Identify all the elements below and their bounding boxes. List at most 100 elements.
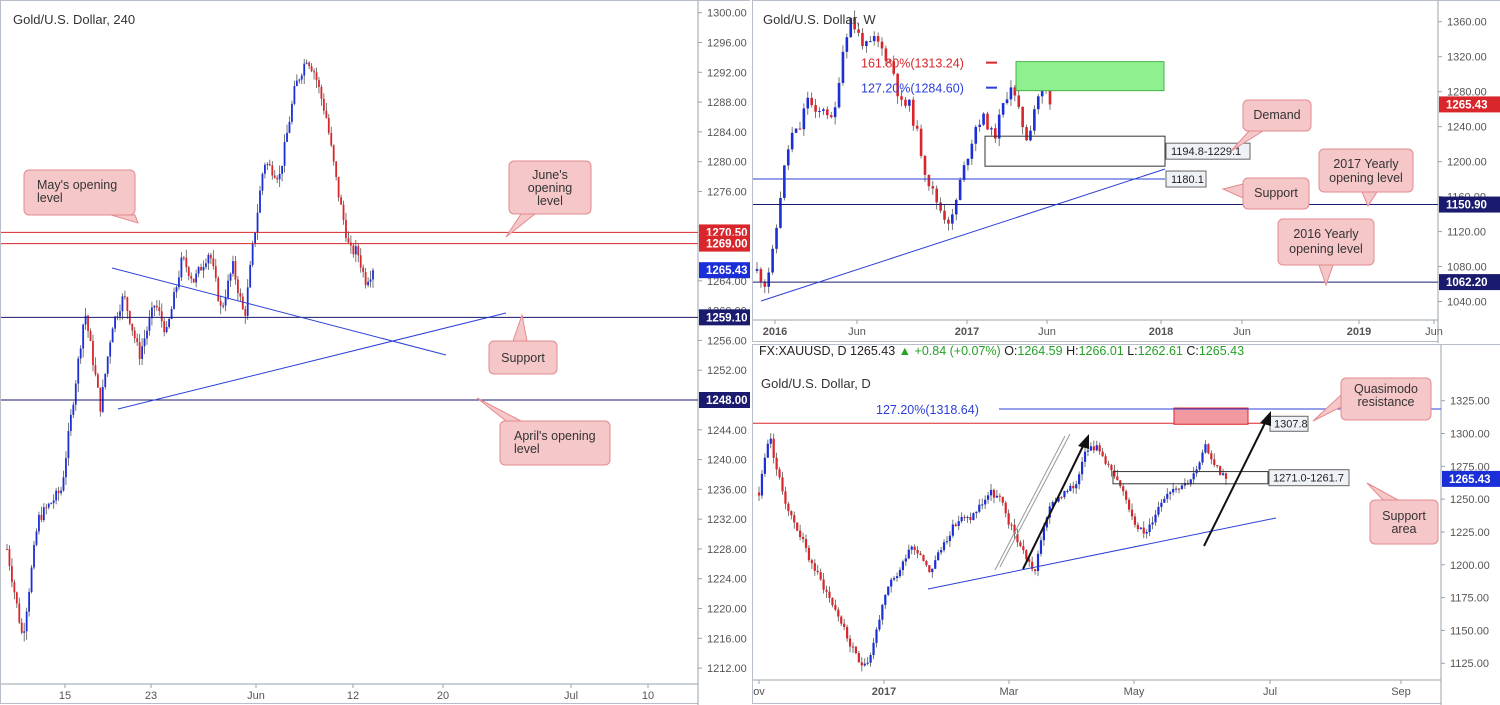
candle-body xyxy=(806,97,810,109)
y-tick-label: 1288.00 xyxy=(707,97,747,109)
candle-body xyxy=(978,124,981,127)
candle-body xyxy=(954,199,958,215)
y-tick-label: 1232.00 xyxy=(707,514,747,526)
candle-body xyxy=(837,609,840,617)
candle-body xyxy=(947,219,950,224)
candle-body xyxy=(857,29,860,33)
candle-body xyxy=(828,591,831,598)
candle-body xyxy=(82,324,85,349)
candle-body xyxy=(829,115,833,118)
candle-body xyxy=(1060,496,1063,498)
low-value: 1262.61 xyxy=(1137,344,1183,358)
candle-body xyxy=(308,62,311,67)
candle-body xyxy=(948,535,952,542)
y-tick-label: 1240.00 xyxy=(707,455,747,467)
candle-body xyxy=(92,340,94,366)
candle-body xyxy=(33,544,35,568)
candle-body xyxy=(763,457,766,474)
candle-body xyxy=(283,141,286,166)
candle-body xyxy=(986,495,990,500)
weekly-chart-panel[interactable]: 1040.001080.001120.001160.001200.001240.… xyxy=(752,0,1500,343)
candle-body xyxy=(1075,484,1078,489)
candle-body xyxy=(1130,509,1134,517)
candle-body xyxy=(875,629,878,643)
h4-chart-svg[interactable]: 1212.00 1216.00 1220.00 1224.00 1228.00 1232.… xyxy=(1,1,751,705)
candle-body xyxy=(13,582,16,593)
candle-body xyxy=(760,473,764,496)
candle-body xyxy=(1104,456,1107,464)
candle-body xyxy=(214,266,217,278)
aprils-opening-callout-text: April's opening xyxy=(514,429,596,443)
candle-body xyxy=(6,548,8,550)
candle-body xyxy=(989,489,993,496)
candle-body xyxy=(1033,569,1037,572)
candle-body xyxy=(896,73,899,97)
weekly-chart-svg[interactable]: 1040.001080.001120.001160.001200.001240.… xyxy=(753,1,1500,343)
candle-body xyxy=(1069,485,1072,491)
x-tick-label: Mar xyxy=(1000,686,1019,698)
candle-body xyxy=(126,297,129,311)
candle-body xyxy=(1036,553,1040,572)
candle-body xyxy=(163,321,166,333)
candle-body xyxy=(1042,527,1045,541)
candle-body xyxy=(935,188,939,203)
candle-body xyxy=(246,287,249,316)
x-tick-label: 2018 xyxy=(1149,326,1173,338)
candle-body xyxy=(992,489,996,498)
candle-body xyxy=(207,254,210,264)
candle-body xyxy=(94,365,97,375)
candle-body xyxy=(1009,87,1013,100)
candle-body xyxy=(298,79,301,81)
candle-body xyxy=(65,458,67,478)
candle-body xyxy=(244,309,247,316)
h4-level-2-price-tag xyxy=(699,262,750,279)
candle-body xyxy=(30,567,33,593)
candle-body xyxy=(841,51,845,83)
daily-chart-svg[interactable]: 1125.00 1150.00 1175.00 1200.00 1225.00 1250.… xyxy=(753,345,1500,705)
support-1180-label-box xyxy=(1165,170,1207,188)
last-price: 1265.43 xyxy=(850,344,896,358)
candle-body xyxy=(904,558,907,562)
candle-body xyxy=(111,328,114,343)
candle-body xyxy=(1180,485,1184,489)
candle-body xyxy=(146,330,148,339)
candle-body xyxy=(332,145,335,162)
candle-body xyxy=(190,275,193,279)
h4-level-2-price-tag-label: 1265.43 xyxy=(706,265,748,277)
candle-body xyxy=(981,504,984,506)
candle-body xyxy=(219,300,222,306)
candle-body xyxy=(995,495,999,498)
candle-body xyxy=(38,514,40,532)
weekly-level-1-price-tag-label: 1150.90 xyxy=(1446,200,1487,212)
h4-chart-panel[interactable]: 1212.00 1216.00 1220.00 1224.00 1228.00 1232.… xyxy=(0,0,751,705)
candle-body xyxy=(781,477,784,492)
candle-body xyxy=(1098,445,1101,452)
candle-body xyxy=(114,316,116,329)
candle-body xyxy=(966,158,970,166)
candle-body xyxy=(884,594,887,605)
junes-opening-callout-text: June's xyxy=(532,168,568,182)
candle-body xyxy=(790,511,793,516)
candle-body xyxy=(165,326,168,333)
candle-body xyxy=(1127,499,1131,510)
h4-level-1-price-tag-label: 1269.00 xyxy=(706,239,748,251)
candle-body xyxy=(963,517,966,519)
candle-body xyxy=(178,277,180,288)
candle-body xyxy=(890,579,893,587)
candle-body xyxy=(904,99,907,106)
candle-body xyxy=(271,165,274,176)
aprils-opening-callout-pointer xyxy=(476,397,522,422)
candle-body xyxy=(278,173,281,180)
candle-body xyxy=(769,438,772,444)
candle-body xyxy=(354,246,357,255)
h4-chart-title: Gold/U.S. Dollar, 240 xyxy=(13,12,136,27)
x-tick-label: 20 xyxy=(437,690,449,702)
candle-body xyxy=(945,541,949,543)
candle-body xyxy=(849,18,853,38)
daily-chart-panel[interactable]: FX:XAUUSD, D 1265.43 ▲ +0.84 (+0.07%) O:… xyxy=(752,344,1500,705)
candle-body xyxy=(997,114,1001,139)
candle-body xyxy=(857,653,860,663)
price-axis xyxy=(1441,345,1500,705)
candle-body xyxy=(1048,87,1052,105)
